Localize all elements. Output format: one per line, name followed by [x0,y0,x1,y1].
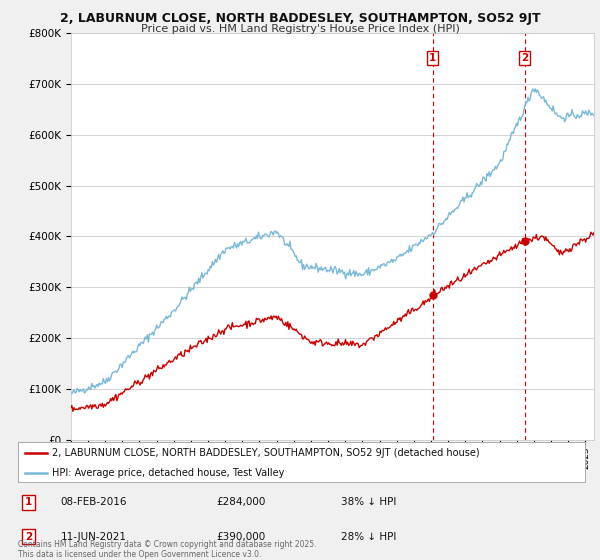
Text: 11-JUN-2021: 11-JUN-2021 [61,532,127,542]
Text: 1: 1 [429,53,436,63]
Text: 2, LABURNUM CLOSE, NORTH BADDESLEY, SOUTHAMPTON, SO52 9JT: 2, LABURNUM CLOSE, NORTH BADDESLEY, SOUT… [59,12,541,25]
Text: 2, LABURNUM CLOSE, NORTH BADDESLEY, SOUTHAMPTON, SO52 9JT (detached house): 2, LABURNUM CLOSE, NORTH BADDESLEY, SOUT… [52,448,479,458]
Text: 38% ↓ HPI: 38% ↓ HPI [341,497,397,507]
Text: 2: 2 [521,53,528,63]
Text: £390,000: £390,000 [217,532,266,542]
Text: £284,000: £284,000 [217,497,266,507]
Text: Price paid vs. HM Land Registry's House Price Index (HPI): Price paid vs. HM Land Registry's House … [140,24,460,34]
Text: HPI: Average price, detached house, Test Valley: HPI: Average price, detached house, Test… [52,468,284,478]
Text: 28% ↓ HPI: 28% ↓ HPI [341,532,397,542]
Text: Contains HM Land Registry data © Crown copyright and database right 2025.
This d: Contains HM Land Registry data © Crown c… [18,540,317,559]
Text: 2: 2 [25,532,32,542]
Text: 1: 1 [25,497,32,507]
Text: 08-FEB-2016: 08-FEB-2016 [61,497,127,507]
